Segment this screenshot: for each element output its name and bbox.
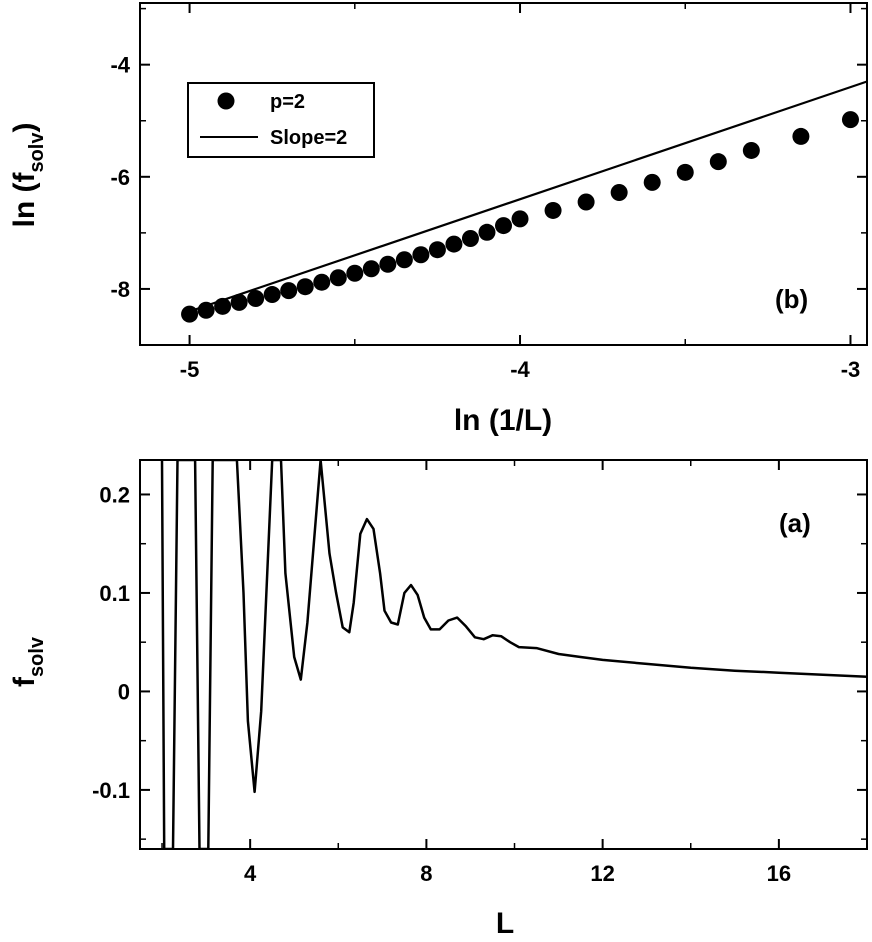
panel-a-x-tick-label: 8 [420, 861, 432, 886]
panel-a-y-tick-label: 0 [118, 679, 130, 704]
panel-a-data [160, 460, 867, 849]
panel-b-y-axis-title: ln (fsolv) [8, 122, 48, 227]
legend-marker-p2 [217, 92, 235, 110]
data-point [577, 193, 595, 211]
panel-a-x-tick-label: 16 [767, 861, 791, 886]
legend-box [187, 82, 375, 158]
panel-a-x-tick-label: 12 [590, 861, 614, 886]
panel-a-y-tick-label: -0.1 [92, 778, 130, 803]
panel-b-data [181, 80, 868, 323]
panel-a-line-plot: 4 8 12 16 -0.1 0 0.1 0.2 (a) L fsolv [8, 459, 868, 940]
panel-a-x-tick-label: 4 [244, 861, 257, 886]
panel-b-y-axis-title-sub: solv [26, 132, 48, 173]
panel-a-y-axis-title-main: f [8, 676, 41, 687]
panel-a-label: (a) [779, 508, 811, 538]
panel-b-log-log-plot: -5 -4 -3 -8 -6 -4 (b) p=2 Slope=2 ln (1/L) ln… [8, 2, 868, 437]
legend: p=2 Slope=2 [187, 82, 375, 158]
panel-a-y-axis-title-sub: solv [26, 636, 48, 677]
panel-b-x-tick-label: -3 [841, 357, 861, 382]
panel-b-x-tick-label: -4 [510, 357, 530, 382]
panel-b-y-tick-label: -8 [110, 277, 130, 302]
legend-label-slope: Slope=2 [270, 127, 347, 149]
panel-b-y-tick-label: -4 [110, 53, 130, 78]
panel-a-y-tick-label: 0.2 [99, 482, 130, 507]
data-point [395, 251, 413, 269]
data-point [544, 201, 562, 219]
panel-a-plot-frame [139, 459, 868, 850]
data-point [346, 264, 364, 282]
slope-fit-line [189, 80, 868, 313]
data-point [181, 305, 199, 323]
data-point [412, 246, 430, 264]
panel-a-ticks: 4 8 12 16 -0.1 0 0.1 0.2 [92, 460, 868, 886]
f-solv-curve [160, 460, 867, 849]
data-point [247, 289, 265, 307]
data-point [428, 241, 446, 259]
data-point [495, 217, 512, 235]
data-point [313, 273, 331, 291]
data-point [379, 255, 397, 273]
legend-label-p2: p=2 [270, 91, 305, 113]
data-point [263, 286, 281, 304]
data-point [792, 127, 810, 145]
data-point [610, 184, 628, 202]
panel-a-y-tick-label: 0.1 [99, 581, 130, 606]
data-point [329, 269, 347, 287]
panel-b-y-axis-title-close: ) [8, 122, 41, 132]
panel-b-label: (b) [775, 284, 808, 314]
panel-a-y-axis-title: fsolv [8, 636, 48, 687]
data-point [511, 210, 529, 228]
panel-b-y-axis-title-main: ln (f [8, 172, 41, 228]
data-point [461, 229, 479, 247]
data-point [841, 111, 859, 129]
data-point [362, 260, 380, 278]
data-point [280, 282, 298, 300]
data-point [742, 141, 760, 159]
data-point [214, 297, 232, 315]
panel-b-x-tick-label: -5 [180, 357, 200, 382]
panel-b-y-tick-label: -6 [110, 165, 130, 190]
data-point [296, 278, 314, 296]
panel-b-x-axis-title: ln (1/L) [454, 404, 552, 437]
panel-b-plot-frame [139, 2, 868, 346]
data-point [445, 235, 463, 253]
panel-b-ticks: -5 -4 -3 -8 -6 -4 [110, 3, 867, 382]
data-point [676, 163, 694, 181]
data-point [230, 293, 248, 311]
data-point [643, 173, 661, 191]
panel-a-x-axis-title: L [496, 907, 514, 940]
data-point [197, 301, 215, 319]
data-point [478, 223, 496, 241]
data-point [709, 153, 727, 171]
